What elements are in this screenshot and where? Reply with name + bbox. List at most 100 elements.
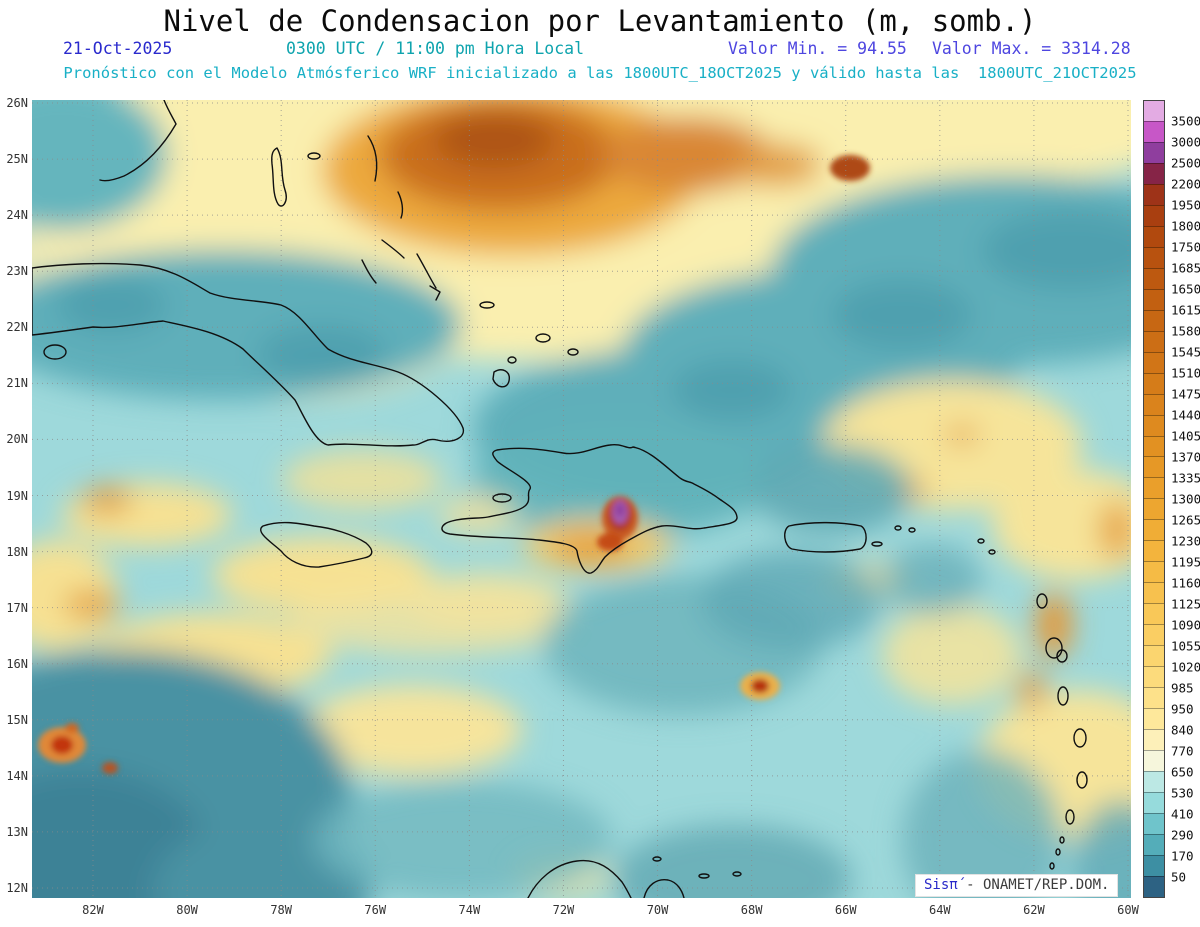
colorbar-tick-label: 1055 [1171, 638, 1200, 654]
coast-martinique [1073, 728, 1087, 748]
watermark-org: - ONAMET/REP.DOM. [957, 877, 1110, 893]
coast-mayaguana [479, 301, 495, 309]
lon-tick-label: 74W [458, 903, 481, 917]
colorbar-tick-label: 530 [1171, 785, 1194, 801]
colorbar-segment [1144, 540, 1164, 562]
colorbar-segment [1144, 812, 1164, 834]
colorbar-segment [1144, 561, 1164, 583]
coast-vieques [871, 541, 883, 547]
colorbar-tick-label: 1800 [1171, 218, 1200, 234]
colorbar-tick-label: 1685 [1171, 260, 1200, 276]
colorbar-segment [1144, 246, 1164, 268]
colorbar-segment [1144, 729, 1164, 751]
colorbar-segment [1144, 162, 1164, 184]
coast-eleuthera [367, 135, 378, 182]
coast-cuba [32, 262, 465, 447]
colorbar-tick-label: 840 [1171, 722, 1194, 738]
coast-st-vincent [1065, 809, 1075, 825]
lat-tick-label: 21N [6, 376, 28, 391]
colorbar-segment [1144, 477, 1164, 499]
colorbar-segment [1144, 854, 1164, 876]
colorbar-labels: 3500 3000 2500 2200 1950 1800 1750 1685 1650 1615… [1171, 100, 1200, 898]
colorbar-segment [1144, 624, 1164, 646]
colorbar-segment [1144, 141, 1164, 163]
colorbar-segment [1144, 288, 1164, 310]
coast-antigua [1036, 593, 1048, 609]
colorbar-segment [1144, 351, 1164, 373]
colorbar [1143, 100, 1165, 898]
colorbar-segment [1144, 708, 1164, 730]
colorbar-tick-label: 1405 [1171, 428, 1200, 444]
colorbar-segment [1144, 833, 1164, 855]
lon-tick-label: 70W [646, 903, 669, 917]
colorbar-segment [1144, 750, 1164, 771]
coast-virgin-1 [894, 525, 902, 531]
colorbar-segment [1144, 498, 1164, 520]
coast-gonave [492, 493, 512, 503]
coast-grenadine-3 [1049, 862, 1055, 870]
lon-tick-label: 68W [740, 903, 763, 917]
coast-new-providence [307, 152, 321, 160]
colorbar-segment [1144, 309, 1164, 331]
lon-tick-label: 66W [834, 903, 857, 917]
value-max-label: Valor Max. = 3314.28 [932, 39, 1131, 58]
lat-tick-label: 13N [6, 824, 28, 839]
colorbar-segment [1144, 225, 1164, 247]
coast-st-kitts [988, 549, 996, 555]
colorbar-segment [1144, 791, 1164, 813]
colorbar-tick-label: 1160 [1171, 575, 1200, 591]
colorbar-tick-label: 1125 [1171, 596, 1200, 612]
lat-tick-label: 14N [6, 768, 28, 783]
colorbar-tick-label: 290 [1171, 827, 1194, 843]
coast-jamaica [260, 521, 373, 568]
colorbar-tick-label: 1195 [1171, 554, 1200, 570]
lat-tick-label: 23N [6, 264, 28, 279]
model-info-line: Pronóstico con el Modelo Atmósferico WRF… [63, 64, 1137, 82]
colorbar-tick-label: 1750 [1171, 239, 1200, 255]
lat-tick-label: 20N [6, 432, 28, 447]
lon-tick-label: 78W [270, 903, 293, 917]
colorbar-tick-label: 1475 [1171, 386, 1200, 402]
colorbar-tick-label: 1650 [1171, 281, 1200, 297]
coast-great-inagua [492, 369, 510, 388]
colorbar-segment [1144, 414, 1164, 436]
colorbar-tick-label: 1230 [1171, 533, 1200, 549]
colorbar-segment [1144, 771, 1164, 792]
lat-tick-label: 22N [6, 320, 28, 335]
colorbar-tick-label: 2200 [1171, 176, 1200, 192]
colorbar-segment [1144, 645, 1164, 667]
lon-tick-label: 80W [176, 903, 198, 917]
colorbar-tick-label: 3500 [1171, 113, 1200, 129]
colorbar-tick-label: 1580 [1171, 323, 1200, 339]
coast-curacao [698, 873, 710, 879]
colorbar-segment [1144, 120, 1164, 142]
lon-tick-label: 82W [82, 903, 104, 917]
coast-caicos [535, 333, 551, 343]
forecast-time: 0300 UTC / 11:00 pm Hora Local [286, 39, 585, 58]
figure-title: Nivel de Condensacion por Levantamiento … [163, 4, 1037, 38]
colorbar-tick-label: 1545 [1171, 344, 1200, 360]
colorbar-tick-label: 1510 [1171, 365, 1200, 381]
lat-tick-label: 25N [6, 152, 28, 167]
coast-ragged-cays [361, 259, 377, 284]
coast-grenadine-2 [1055, 848, 1061, 856]
lat-tick-label: 18N [6, 544, 28, 559]
coast-puerto-rico [784, 521, 867, 553]
lon-tick-label: 62W [1023, 903, 1045, 917]
colorbar-tick-label: 2500 [1171, 155, 1200, 171]
coastlines [32, 100, 1088, 898]
colorbar-segment [1144, 435, 1164, 457]
coast-crooked-island [429, 285, 441, 301]
colorbar-segment [1144, 183, 1164, 205]
coast-bonaire [732, 871, 742, 877]
coast-virgin-2 [908, 527, 916, 533]
coast-st-lucia [1076, 771, 1088, 789]
coast-cat-island [397, 191, 404, 219]
lat-tick-label: 24N [6, 208, 28, 223]
lat-tick-label: 19N [6, 488, 28, 503]
coast-anguilla [977, 538, 985, 544]
coast-guadeloupe-e [1056, 649, 1068, 663]
value-min-label: Valor Min. = 94.55 [728, 39, 907, 58]
coast-paraguana [643, 878, 685, 898]
map-plot-area [32, 100, 1131, 898]
